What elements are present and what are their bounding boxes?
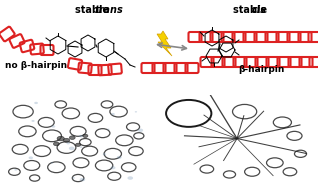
Text: trans: trans [95, 5, 124, 15]
Circle shape [83, 134, 88, 137]
Circle shape [63, 138, 70, 142]
Circle shape [75, 143, 81, 146]
Circle shape [34, 102, 38, 104]
Circle shape [69, 147, 75, 150]
Circle shape [57, 136, 64, 141]
Circle shape [53, 142, 59, 146]
Circle shape [103, 153, 106, 155]
Circle shape [14, 169, 17, 171]
Circle shape [72, 177, 75, 179]
Circle shape [51, 162, 53, 164]
Circle shape [137, 129, 143, 132]
Text: stable: stable [75, 5, 113, 15]
Circle shape [135, 111, 137, 113]
Text: β-hairpin: β-hairpin [238, 64, 284, 74]
Circle shape [51, 125, 55, 128]
Circle shape [66, 142, 70, 144]
Circle shape [29, 156, 33, 159]
Text: stable: stable [233, 5, 271, 15]
Circle shape [31, 120, 35, 122]
Circle shape [80, 178, 85, 181]
Circle shape [80, 146, 82, 148]
Circle shape [107, 129, 110, 130]
Polygon shape [157, 31, 172, 56]
Circle shape [111, 113, 115, 115]
Text: 50 nm: 50 nm [168, 172, 183, 177]
Text: no β-hairpin: no β-hairpin [5, 60, 67, 70]
Circle shape [117, 156, 122, 159]
Circle shape [110, 166, 115, 169]
Circle shape [69, 136, 75, 139]
Text: cis: cis [252, 5, 267, 15]
Circle shape [79, 135, 83, 137]
Circle shape [128, 176, 133, 180]
